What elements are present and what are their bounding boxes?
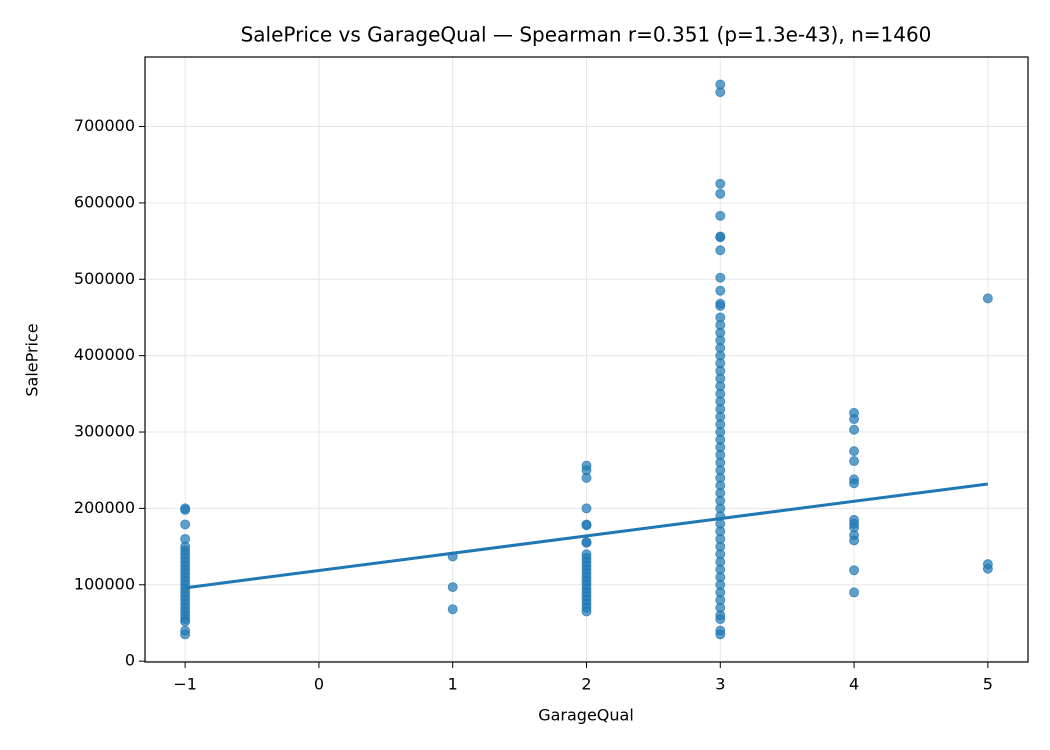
y-tick-label: 300000 bbox=[74, 422, 135, 441]
point bbox=[715, 629, 726, 640]
point bbox=[982, 563, 993, 574]
x-tick-label: 3 bbox=[715, 675, 725, 694]
point bbox=[982, 293, 993, 304]
y-tick-label: 500000 bbox=[74, 269, 135, 288]
x-tick-label: 2 bbox=[581, 675, 591, 694]
point bbox=[849, 446, 860, 457]
y-tick-label: 100000 bbox=[74, 574, 135, 593]
chart-title: SalePrice vs GarageQual — Spearman r=0.3… bbox=[241, 23, 932, 47]
point bbox=[581, 537, 592, 548]
point bbox=[447, 582, 458, 593]
point bbox=[849, 424, 860, 435]
plot-frame bbox=[144, 56, 1029, 663]
point bbox=[447, 604, 458, 615]
point bbox=[180, 519, 191, 530]
point bbox=[581, 472, 592, 483]
point bbox=[715, 614, 726, 625]
point bbox=[180, 504, 191, 515]
point bbox=[180, 629, 191, 640]
point bbox=[715, 245, 726, 256]
point bbox=[581, 503, 592, 514]
point bbox=[715, 300, 726, 311]
x-tick-label: 4 bbox=[849, 675, 859, 694]
y-tick-label: 600000 bbox=[74, 192, 135, 211]
fit-line bbox=[184, 482, 989, 590]
point bbox=[581, 606, 592, 617]
point bbox=[715, 232, 726, 243]
point bbox=[715, 210, 726, 221]
x-tick-label: −1 bbox=[173, 675, 197, 694]
point bbox=[581, 520, 592, 531]
point bbox=[849, 587, 860, 598]
x-tick-label: 5 bbox=[983, 675, 993, 694]
point bbox=[715, 285, 726, 296]
point bbox=[715, 188, 726, 199]
y-tick-label: 200000 bbox=[74, 498, 135, 517]
point bbox=[849, 456, 860, 467]
y-tick-label: 400000 bbox=[74, 345, 135, 364]
point bbox=[715, 178, 726, 189]
y-tick-label: 0 bbox=[125, 651, 135, 670]
point bbox=[715, 272, 726, 283]
x-tick-label: 1 bbox=[448, 675, 458, 694]
x-axis-label: GarageQual bbox=[538, 706, 634, 725]
point bbox=[849, 478, 860, 489]
point bbox=[849, 565, 860, 576]
point bbox=[849, 535, 860, 546]
point bbox=[849, 414, 860, 425]
point bbox=[180, 616, 191, 627]
y-tick-label: 700000 bbox=[74, 116, 135, 135]
y-axis-label: SalePrice bbox=[23, 323, 42, 396]
x-tick-label: 0 bbox=[314, 675, 324, 694]
point bbox=[715, 87, 726, 98]
